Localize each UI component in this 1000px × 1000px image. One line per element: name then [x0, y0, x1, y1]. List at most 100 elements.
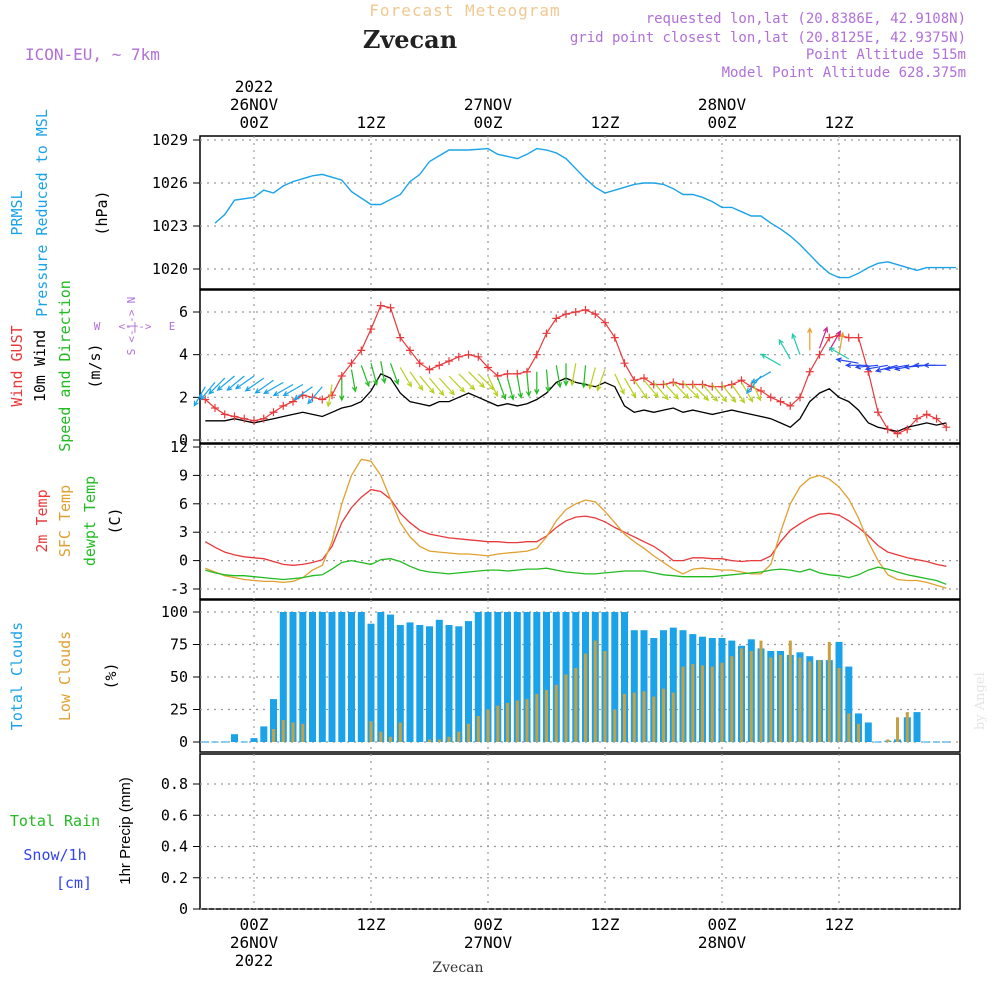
y-tick-label: 3 — [179, 523, 188, 541]
precip-snow-unit: [cm] — [56, 874, 92, 892]
gust-marker — [844, 333, 853, 342]
low-cloud-bar — [808, 661, 812, 742]
wind-direction-arrow — [193, 386, 206, 407]
low-cloud-bar — [671, 692, 675, 742]
wind-direction-arrow — [506, 377, 515, 401]
total-cloud-bar — [465, 621, 472, 742]
y-tick-label: 0 — [179, 431, 188, 449]
low-cloud-bar — [827, 641, 831, 742]
low-cloud-bar — [905, 712, 909, 742]
total-cloud-bar — [455, 626, 463, 742]
low-cloud-bar — [788, 640, 792, 742]
total-cloud-bar — [348, 612, 355, 742]
time-label-bottom: 12Z — [825, 915, 854, 934]
total-cloud-bar — [387, 614, 394, 742]
y-tick-label: 25 — [170, 701, 188, 719]
y-tick-label: 1020 — [152, 260, 188, 278]
gust-marker — [601, 318, 609, 327]
low-cloud-bar — [486, 709, 490, 742]
gust-marker — [250, 416, 258, 425]
gust-marker — [279, 401, 288, 410]
y-tick-label: 100 — [161, 603, 188, 621]
low-cloud-bar — [398, 722, 402, 742]
wind-direction-arrow — [563, 363, 569, 387]
model-altitude: Model Point Altitude 628.375m — [722, 65, 966, 81]
total-cloud-bar — [435, 619, 443, 742]
low-cloud-bar — [506, 703, 509, 742]
wind-direction-arrow — [838, 331, 845, 355]
gust-line — [204, 304, 947, 435]
y-tick-label: 4 — [179, 346, 188, 364]
time-label-top: 00Z — [474, 113, 503, 132]
wind-compass: N <-|-> S W <-|-> E — [94, 297, 176, 356]
total-cloud-bar — [494, 612, 502, 742]
total-cloud-bar — [543, 612, 550, 742]
gust-marker — [805, 367, 814, 376]
low-cloud-bar — [798, 657, 802, 742]
total-cloud-bar — [299, 612, 307, 742]
low-cloud-bar — [623, 693, 626, 742]
gust-marker — [932, 414, 941, 423]
wind-direction-arrow — [614, 373, 625, 396]
low-cloud-bar — [837, 667, 841, 742]
wind-direction-arrow — [555, 365, 562, 389]
gust-marker — [406, 346, 414, 355]
total-cloud-bar — [552, 612, 560, 742]
temperature-label: (C) — [106, 507, 124, 534]
wind-direction-arrow — [884, 364, 908, 372]
y-tick-label: 0.8 — [161, 775, 188, 793]
time-label-bottom: 2022 — [235, 951, 274, 970]
precip-snow-label: Snow/1h — [23, 846, 86, 864]
wind-direction-arrow — [864, 364, 888, 372]
wind-direction-arrow — [254, 379, 274, 394]
time-label-bottom: 28NOV — [698, 933, 747, 952]
clouds-label: Low Clouds — [56, 631, 74, 721]
time-label-bottom: 12Z — [591, 915, 620, 934]
compass-east: E — [169, 320, 176, 333]
wind-direction-arrow — [326, 384, 333, 408]
temperature-label: SFC Temp — [56, 485, 74, 557]
wind-direction-arrow — [389, 362, 400, 386]
gust-marker — [240, 414, 249, 423]
precip-axis-label: 1hr Precip (mm) — [117, 777, 134, 885]
low-cloud-bar — [710, 666, 714, 742]
requested-coords: requested lon,lat (20.8386E, 42.9108N) — [646, 11, 966, 27]
wind-direction-arrow — [380, 360, 387, 385]
wind-direction-arrow — [581, 365, 587, 389]
wind-direction-arrow — [200, 382, 216, 401]
wind-direction-arrow — [216, 375, 235, 391]
total-cloud-bar — [318, 612, 326, 742]
total-cloud-bar — [660, 630, 667, 742]
y-tick-label: 6 — [179, 495, 188, 513]
total-cloud-bar — [328, 612, 336, 742]
wind-direction-arrow — [721, 384, 737, 403]
low-cloud-bar — [574, 667, 578, 742]
gust-marker — [883, 425, 892, 434]
wind-direction-arrow — [244, 377, 265, 392]
total-cloud-bar — [845, 666, 853, 742]
low-cloud-bar — [428, 739, 431, 742]
low-cloud-bar — [691, 664, 695, 742]
low-cloud-bar — [467, 723, 470, 742]
wind-direction-arrow — [828, 330, 841, 351]
compass-west: W — [94, 320, 101, 333]
wind-direction-arrow — [596, 369, 606, 392]
gust-marker — [825, 333, 834, 342]
location-title: Zvecan — [363, 25, 457, 54]
total-cloud-bar — [377, 612, 385, 742]
wind-direction-arrow — [525, 373, 532, 398]
gust-marker — [649, 380, 658, 389]
gust-marker — [376, 301, 385, 310]
gust-marker — [552, 314, 561, 323]
temp-sfc-line — [205, 458, 947, 589]
wind-label: Speed and Direction — [56, 280, 74, 452]
gust-marker — [328, 391, 336, 400]
gust-marker — [259, 414, 268, 423]
time-label-bottom: 00Z — [708, 915, 737, 934]
wind-direction-arrow — [682, 381, 700, 399]
gust-marker — [474, 352, 483, 361]
gust-marker — [484, 363, 492, 372]
time-label-top: 00Z — [708, 113, 737, 132]
wind-direction-arrow — [760, 353, 781, 366]
